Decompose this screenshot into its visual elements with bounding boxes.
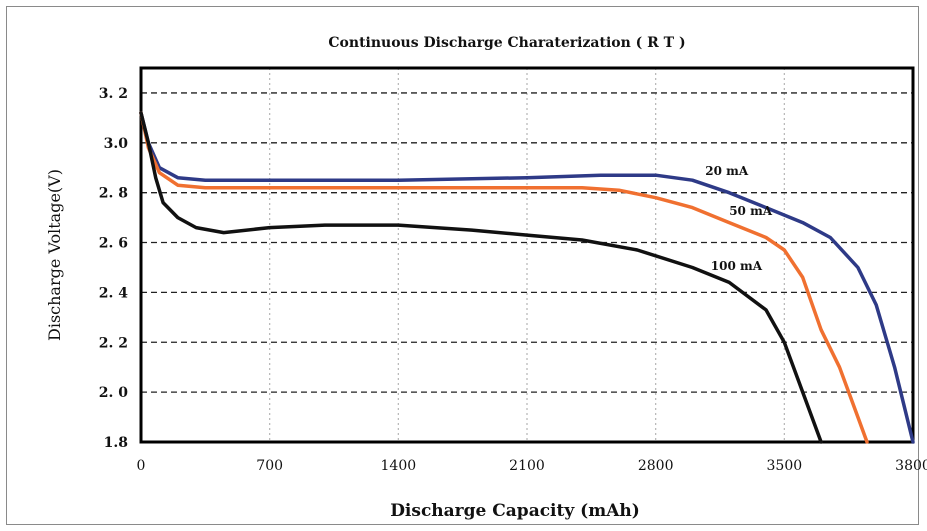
- x-tick-label: 3500: [767, 458, 803, 474]
- y-tick-label: 2. 0: [99, 385, 128, 401]
- chart-frame: [6, 6, 919, 525]
- x-tick-label: 1400: [381, 458, 417, 474]
- x-tick-label: 2100: [509, 458, 545, 474]
- y-tick-label: 3.0: [104, 136, 129, 152]
- x-tick-label: 2800: [638, 458, 674, 474]
- y-tick-label: 2. 2: [99, 335, 128, 351]
- y-tick-label: 2. 6: [99, 236, 128, 252]
- y-tick-label: 3. 2: [99, 86, 128, 102]
- series-line: [139, 111, 823, 444]
- x-tick-label: 0: [137, 458, 146, 474]
- series-line: [139, 111, 869, 444]
- series-label: 20 mA: [705, 164, 749, 178]
- y-axis-label: Discharge Voltage(V): [45, 169, 64, 341]
- series-line: [139, 111, 915, 444]
- y-tick-label: 1.8: [104, 435, 128, 451]
- y-tick-label: 2. 8: [99, 186, 128, 202]
- chart-title: Continuous Discharge Charaterization ( R…: [328, 35, 685, 51]
- x-tick-label: 3800: [895, 458, 927, 474]
- series-label: 50 mA: [729, 204, 773, 218]
- plot-border: [139, 66, 915, 444]
- series-label: 100 mA: [711, 259, 763, 273]
- x-axis-label: Discharge Capacity (mAh): [390, 501, 640, 521]
- y-tick-label: 2. 4: [99, 285, 128, 301]
- x-tick-label: 700: [256, 458, 283, 474]
